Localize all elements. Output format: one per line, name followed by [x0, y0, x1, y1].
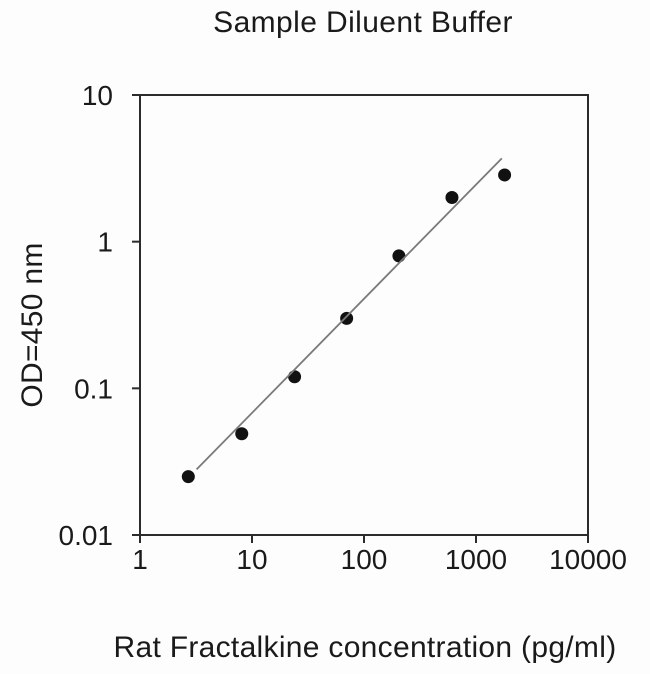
data-point — [288, 370, 302, 384]
data-point — [181, 470, 195, 484]
y-tick-label: 1 — [97, 227, 113, 258]
data-point — [392, 249, 406, 263]
y-tick-label: 0.01 — [59, 520, 114, 551]
x-tick-label: 10000 — [549, 544, 627, 575]
chart-title: Sample Diluent Buffer — [213, 6, 513, 39]
data-point — [498, 168, 512, 182]
data-point — [235, 427, 249, 441]
plot-frame — [139, 94, 589, 536]
data-point — [445, 191, 459, 205]
x-tick-label: 1000 — [445, 544, 507, 575]
x-tick-label: 10 — [236, 544, 267, 575]
y-tick-label: 0.1 — [74, 373, 113, 404]
data-point — [340, 311, 354, 325]
regression-line — [195, 157, 503, 471]
x-axis-label: Rat Fractalkine concentration (pg/ml) — [113, 631, 617, 664]
y-tick-label: 10 — [82, 80, 113, 111]
x-tick-label: 1 — [132, 544, 148, 575]
x-tick-label: 100 — [341, 544, 388, 575]
